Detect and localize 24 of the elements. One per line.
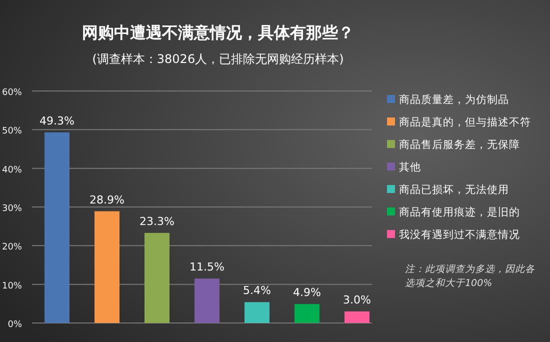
chart-subtitle: (调查样本：38026人，已排除无网购经历样本) [92, 52, 344, 66]
data-label: 49.3% [40, 114, 74, 128]
chart-title: 网购中遭遇不满意情况，具体有那些？ [82, 23, 354, 42]
legend-label: 商品是真的，但与描述不符 [399, 116, 531, 128]
y-tick-label: 60% [2, 88, 22, 98]
y-tick-label: 40% [2, 165, 22, 176]
data-label: 28.9% [90, 193, 124, 206]
y-tick-label: 30% [2, 204, 22, 214]
legend-label: 商品质量差，为仿制品 [399, 93, 509, 106]
data-label: 11.5% [190, 260, 224, 274]
data-label: 5.4% [243, 284, 271, 298]
data-label: 3.0% [343, 293, 371, 306]
y-tick-label: 0% [8, 320, 22, 330]
text: 注：此项调查为多选，因此各选项之和大于100% [405, 263, 535, 289]
y-tick-label: 20% [2, 242, 22, 253]
y-tick-label: 10% [2, 281, 22, 292]
legend-label: 我没有遇到过不满意情况 [399, 228, 520, 241]
y-tick-label: 50% [2, 126, 22, 137]
data-label: 23.3% [140, 214, 174, 228]
legend-label: 商品售后服务差，无保障 [399, 138, 520, 151]
legend-label: 商品有使用痕迹，是旧的 [399, 206, 520, 218]
legend-label: 其他 [399, 160, 421, 174]
legend-label: 商品已损坏，无法使用 [399, 183, 509, 196]
data-label: 4.9% [293, 286, 321, 300]
